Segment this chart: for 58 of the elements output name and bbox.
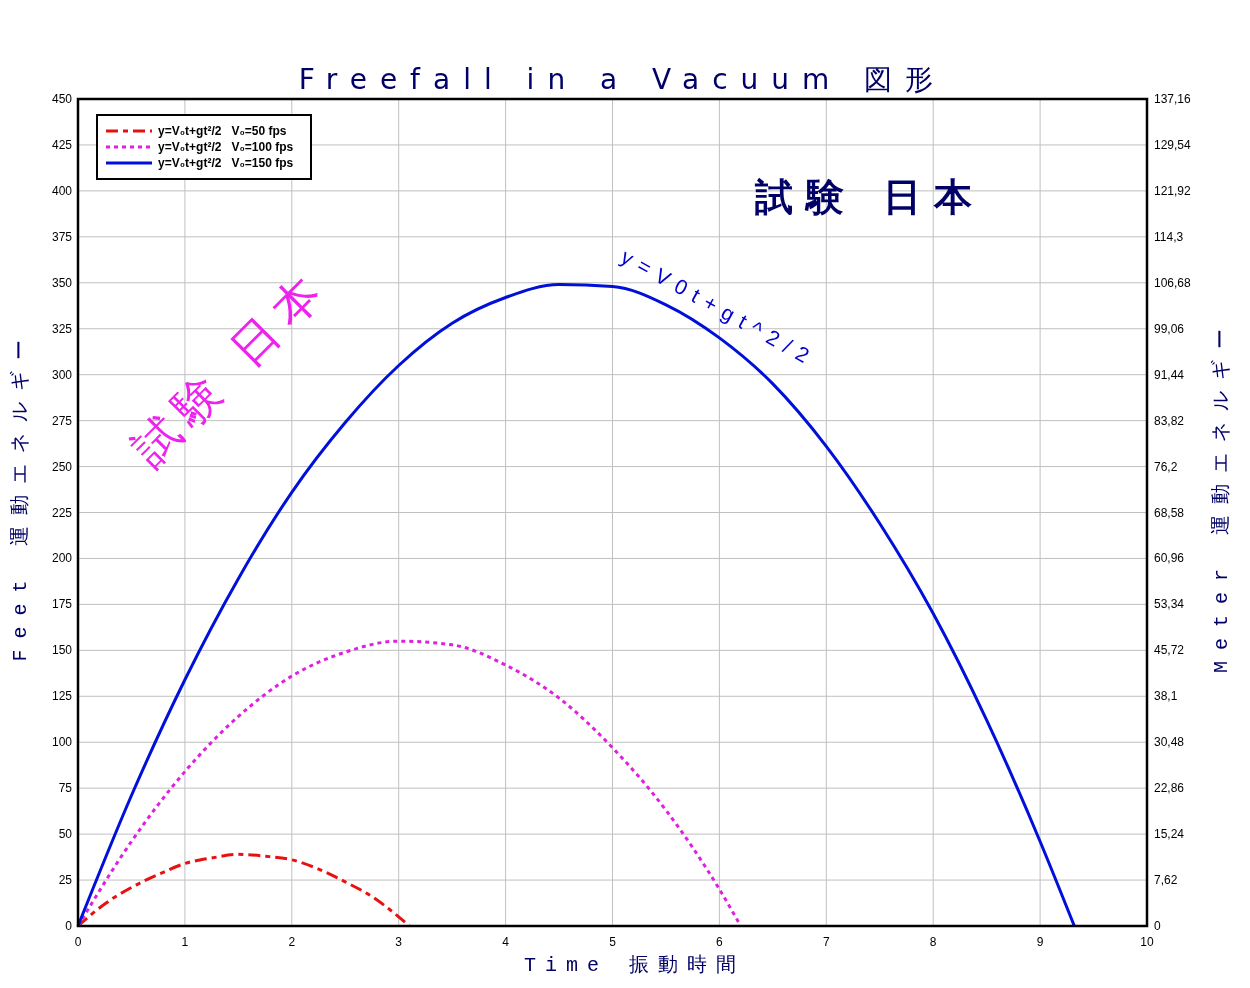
y-axis-title: Feet 運動エネルギー — [9, 329, 32, 662]
y2-tick-label: 137,16 — [1154, 92, 1192, 106]
y2-tick-label: 121,92 — [1154, 183, 1192, 198]
y-tick-label: 75 — [58, 781, 73, 796]
y-tick-label: 450 — [51, 92, 73, 106]
y-tick-label: 125 — [51, 689, 73, 704]
y-tick-label: 375 — [51, 229, 73, 244]
x-tick-label: 10 — [1140, 935, 1154, 949]
y-tick-label: 300 — [51, 367, 73, 382]
y2-tick-label: 68,58 — [1154, 505, 1185, 520]
legend-label: y=V₀t+gt²/2 V₀=150 fps — [158, 156, 294, 170]
y2-tick-label: 129,54 — [1154, 137, 1192, 152]
y2-tick-label: 83,82 — [1154, 413, 1185, 428]
x-tick-label: 9 — [1036, 935, 1044, 949]
y2-tick-label: 45,72 — [1154, 643, 1185, 658]
y2-tick-label: 7,62 — [1154, 873, 1178, 888]
y2-tick-label: 76,2 — [1154, 459, 1178, 474]
y-tick-label: 25 — [58, 873, 73, 888]
y-tick-label: 350 — [51, 275, 73, 290]
y2-tick-label: 38,1 — [1154, 689, 1178, 704]
legend-label: y=V₀t+gt²/2 V₀=100 fps — [158, 140, 294, 154]
x-axis-title: Time 振動時間 — [523, 954, 746, 977]
x-tick-label: 7 — [822, 935, 830, 949]
x-tick-label: 0 — [74, 935, 82, 949]
annotation: 試験 日本 — [753, 174, 986, 219]
x-tick-label: 6 — [716, 935, 724, 949]
x-tick-label: 8 — [929, 935, 937, 949]
y-tick-label: 275 — [51, 413, 73, 428]
chart-title: Freefall in a Vacuum 図形 — [298, 63, 947, 96]
x-tick-label: 4 — [502, 935, 510, 949]
x-tick-label: 2 — [288, 935, 296, 949]
y-tick-label: 50 — [58, 827, 73, 842]
y2-tick-label: 22,86 — [1154, 781, 1185, 796]
x-tick-label: 5 — [609, 935, 617, 949]
y2-tick-label: 30,48 — [1154, 735, 1185, 750]
y2-tick-label: 60,96 — [1154, 551, 1185, 566]
y-tick-label: 250 — [51, 459, 73, 474]
y-tick-label: 100 — [51, 735, 73, 750]
y2-tick-label: 15,24 — [1154, 827, 1185, 842]
x-tick-label: 1 — [181, 935, 189, 949]
y-tick-label: 325 — [51, 321, 73, 336]
y2-tick-label: 53,34 — [1154, 597, 1185, 612]
y2-tick-label: 106,68 — [1154, 275, 1192, 290]
annotation: 試験 日本 — [120, 257, 339, 476]
y-tick-label: 400 — [51, 183, 73, 198]
y2-tick-label: 0 — [1154, 919, 1161, 933]
y2-tick-label: 99,06 — [1154, 321, 1185, 336]
x-tick-label: 3 — [395, 935, 403, 949]
y2-axis-title: Meter 運動エネルギー — [1210, 317, 1233, 674]
y-tick-label: 0 — [65, 919, 73, 933]
y2-tick-label: 91,44 — [1154, 367, 1185, 382]
y-tick-label: 175 — [51, 597, 73, 612]
y-tick-label: 425 — [51, 137, 73, 152]
y-tick-label: 225 — [51, 505, 73, 520]
y-tick-label: 150 — [51, 643, 73, 658]
legend-label: y=V₀t+gt²/2 V₀=50 fps — [158, 124, 287, 138]
y-tick-label: 200 — [51, 551, 73, 566]
y2-tick-label: 114,3 — [1154, 229, 1184, 244]
